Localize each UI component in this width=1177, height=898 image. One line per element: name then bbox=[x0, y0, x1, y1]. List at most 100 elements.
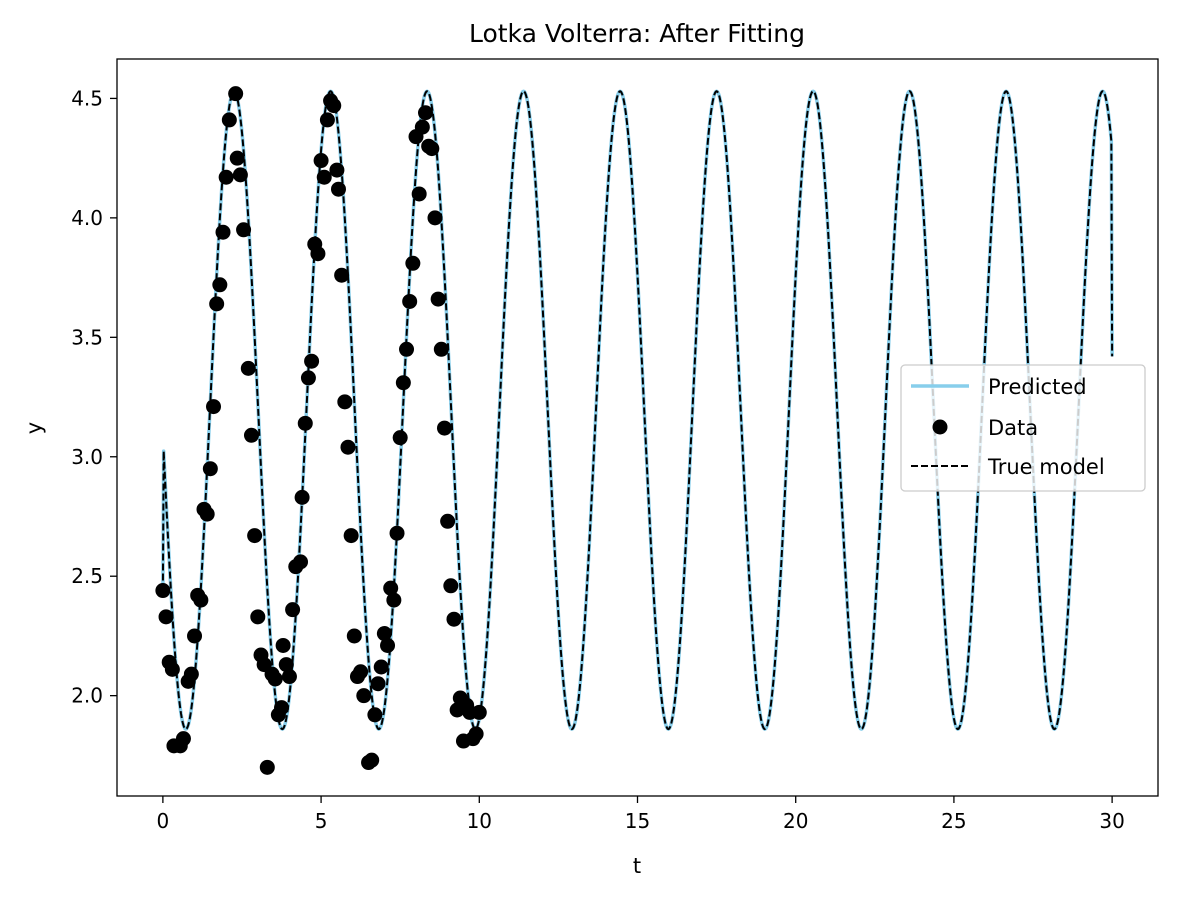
data-point bbox=[229, 150, 245, 166]
data-point bbox=[319, 112, 335, 128]
data-point bbox=[250, 609, 266, 625]
data-point bbox=[206, 399, 222, 415]
data-point bbox=[199, 506, 215, 522]
data-point bbox=[294, 489, 310, 505]
data-point bbox=[395, 375, 411, 391]
data-point bbox=[187, 628, 203, 644]
legend-predicted-label: Predicted bbox=[988, 375, 1087, 399]
data-point bbox=[376, 626, 392, 642]
data-point bbox=[259, 759, 275, 775]
data-point bbox=[183, 666, 199, 682]
x-tick-label: 10 bbox=[467, 809, 492, 833]
y-axis: 2.0 2.5 3.0 3.5 4.0 4.5 bbox=[71, 86, 117, 708]
data-point bbox=[221, 112, 237, 128]
data-point bbox=[240, 360, 256, 376]
data-point bbox=[278, 657, 294, 673]
data-point bbox=[471, 704, 487, 720]
data-point bbox=[436, 420, 452, 436]
data-point bbox=[405, 255, 421, 271]
data-point bbox=[389, 525, 405, 541]
data-point bbox=[340, 439, 356, 455]
x-tick-label: 30 bbox=[1099, 809, 1124, 833]
data-point bbox=[346, 628, 362, 644]
data-point bbox=[212, 277, 228, 293]
data-point bbox=[326, 98, 342, 114]
data-point bbox=[304, 353, 320, 369]
data-point bbox=[316, 169, 332, 185]
data-point bbox=[330, 181, 346, 197]
data-point bbox=[414, 119, 430, 135]
data-point bbox=[433, 341, 449, 357]
data-point bbox=[232, 167, 248, 183]
data-point bbox=[228, 86, 244, 102]
x-tick-label: 20 bbox=[783, 809, 808, 833]
data-point bbox=[380, 637, 396, 653]
data-point bbox=[367, 707, 383, 723]
data-point bbox=[446, 611, 462, 627]
data-point bbox=[424, 141, 440, 157]
y-tick-label: 4.0 bbox=[71, 206, 103, 230]
data-point bbox=[275, 637, 291, 653]
x-tick-label: 15 bbox=[625, 809, 650, 833]
data-point bbox=[392, 430, 408, 446]
data-point bbox=[399, 341, 415, 357]
data-point bbox=[164, 661, 180, 677]
data-point bbox=[247, 528, 263, 544]
data-point bbox=[209, 296, 225, 312]
y-tick-label: 3.5 bbox=[71, 325, 103, 349]
data-point bbox=[334, 267, 350, 283]
y-tick-label: 3.0 bbox=[71, 445, 103, 469]
data-point bbox=[402, 293, 418, 309]
data-point bbox=[373, 659, 389, 675]
x-tick-label: 5 bbox=[315, 809, 328, 833]
data-point bbox=[155, 583, 171, 599]
data-point bbox=[175, 731, 191, 747]
data-point bbox=[418, 105, 433, 121]
x-axis-label: t bbox=[633, 854, 641, 878]
data-point bbox=[411, 186, 427, 202]
legend-true-model-label: True model bbox=[987, 455, 1105, 479]
data-point bbox=[215, 224, 231, 240]
data-point bbox=[193, 592, 209, 608]
data-point bbox=[274, 700, 290, 716]
data-point bbox=[468, 726, 484, 742]
data-point bbox=[364, 752, 380, 768]
data-point bbox=[440, 513, 456, 529]
data-point bbox=[430, 291, 446, 307]
data-point bbox=[383, 580, 399, 596]
data-point bbox=[236, 222, 252, 238]
chart-title: Lotka Volterra: After Fitting bbox=[469, 19, 805, 48]
data-point bbox=[158, 609, 174, 625]
data-point bbox=[343, 528, 359, 544]
data-point bbox=[310, 246, 326, 262]
data-point bbox=[356, 688, 372, 704]
x-tick-label: 25 bbox=[941, 809, 966, 833]
legend: Predicted Data True model bbox=[900, 364, 1146, 492]
data-point bbox=[293, 554, 309, 570]
y-tick-label: 2.5 bbox=[71, 564, 103, 588]
x-axis: 0 5 10 15 20 25 30 bbox=[157, 796, 1125, 833]
series-data bbox=[155, 86, 487, 775]
y-tick-label: 4.5 bbox=[71, 86, 103, 110]
data-point bbox=[218, 169, 234, 185]
plot-area bbox=[155, 86, 1114, 775]
data-point bbox=[267, 671, 283, 687]
y-tick-label: 2.0 bbox=[71, 684, 103, 708]
data-point bbox=[243, 427, 259, 443]
legend-data-label: Data bbox=[988, 416, 1038, 440]
legend-data-swatch bbox=[932, 419, 948, 435]
data-point bbox=[353, 664, 369, 680]
data-point bbox=[386, 592, 402, 608]
data-point bbox=[329, 162, 345, 178]
data-point bbox=[300, 370, 316, 386]
data-point bbox=[281, 669, 297, 685]
data-point bbox=[370, 676, 386, 692]
data-point bbox=[285, 602, 301, 618]
data-point bbox=[337, 394, 353, 410]
data-point bbox=[297, 415, 313, 431]
data-point bbox=[202, 461, 218, 477]
data-point bbox=[427, 210, 443, 226]
data-point bbox=[313, 153, 329, 169]
legend-box bbox=[900, 364, 1146, 492]
